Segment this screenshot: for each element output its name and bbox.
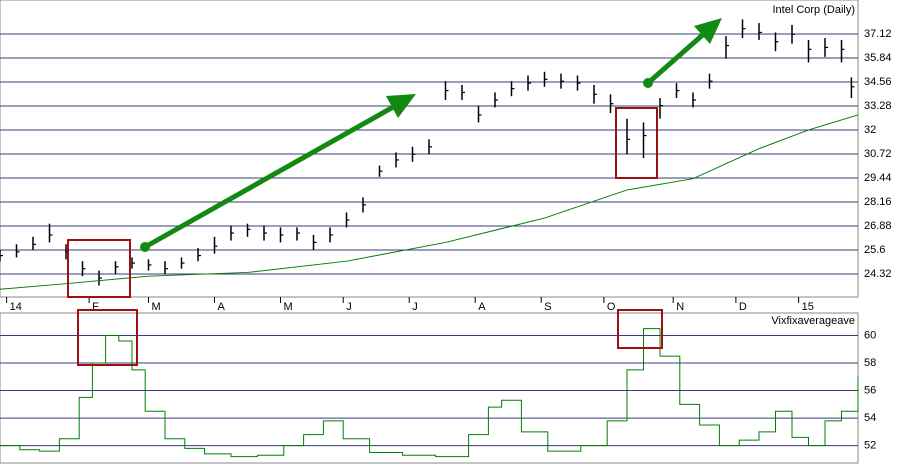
indicator-title: Vixfixaverageave — [771, 315, 855, 327]
indicator-panel — [0, 312, 859, 464]
x-tick-label: J — [346, 301, 352, 313]
chart-title: Intel Corp (Daily) — [772, 4, 855, 16]
x-tick-label: 15 — [802, 301, 814, 313]
trend-arrow — [143, 103, 397, 250]
annotations — [67, 18, 722, 366]
y-tick-label: 58 — [864, 357, 876, 369]
highlight-box — [617, 309, 663, 349]
highlight-box — [67, 239, 131, 298]
y-tick-label: 33.28 — [864, 100, 892, 112]
y-tick-label: 34.56 — [864, 76, 892, 88]
y-tick-label: 60 — [864, 329, 876, 341]
x-tick-label: J — [412, 301, 418, 313]
y-tick-label: 28.16 — [864, 196, 892, 208]
y-tick-label: 29.44 — [864, 172, 892, 184]
y-tick-label: 37.12 — [864, 28, 892, 40]
highlight-box — [615, 107, 658, 179]
y-tick-label: 25.6 — [864, 244, 885, 256]
x-tick-label: F — [92, 301, 99, 313]
x-tick-label: M — [152, 301, 161, 313]
x-tick-label: M — [284, 301, 293, 313]
highlight-box — [77, 309, 138, 366]
y-tick-label: 56 — [864, 384, 876, 396]
x-tick-label: S — [544, 301, 551, 313]
x-tick-label: A — [218, 301, 226, 313]
moving-average — [0, 114, 859, 290]
indicator-line — [0, 328, 859, 458]
arrow-start — [643, 78, 653, 88]
arrow-head — [386, 94, 416, 118]
x-tick-label: D — [739, 301, 747, 313]
trend-arrow — [646, 30, 708, 85]
x-tick-label: N — [676, 301, 684, 313]
x-tick-label: A — [478, 301, 486, 313]
y-tick-label: 32 — [864, 124, 876, 136]
y-tick-label: 26.88 — [864, 220, 892, 232]
arrow-start — [140, 242, 150, 252]
x-tick-label: 14 — [10, 301, 22, 313]
x-tick-label: O — [607, 301, 616, 313]
arrow-head — [694, 18, 722, 44]
y-tick-label: 54 — [864, 412, 876, 424]
y-tick-label: 52 — [864, 440, 876, 452]
y-tick-label: 35.84 — [864, 52, 892, 64]
y-tick-label: 24.32 — [864, 268, 892, 280]
y-tick-label: 30.72 — [864, 148, 892, 160]
